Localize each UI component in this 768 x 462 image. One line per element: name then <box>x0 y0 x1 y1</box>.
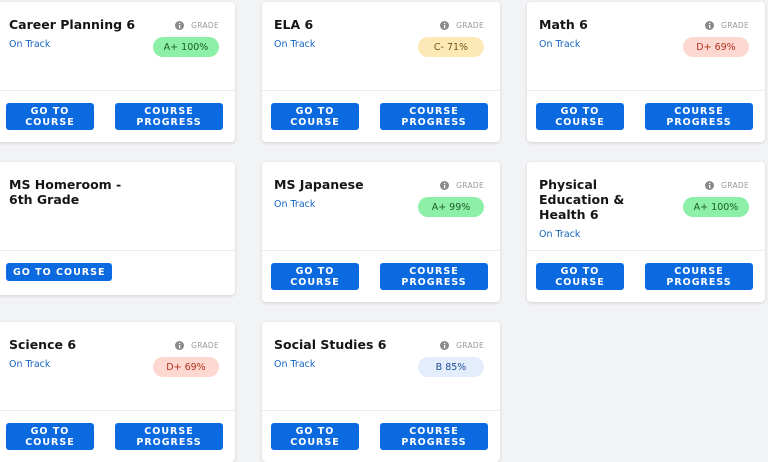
info-icon[interactable] <box>175 21 185 30</box>
course-status: On Track <box>9 359 51 370</box>
grade-heading: GRADE <box>175 21 219 30</box>
go-to-course-button[interactable]: GO TO COURSE <box>6 263 113 281</box>
course-name: Science 6 <box>9 337 77 352</box>
course-progress-button[interactable]: COURSE PROGRESS <box>645 263 753 290</box>
grade-label: GRADE <box>456 21 484 30</box>
card-header: MS Japanese On Track GRADE A+ 99% <box>262 162 500 250</box>
course-progress-button[interactable]: COURSE PROGRESS <box>380 423 488 450</box>
course-card: ELA 6 On Track GRADE C- 71% GO TO COURSE COUR… <box>262 2 500 142</box>
course-card: MS Homeroom - 6th Grade GO TO COURSE <box>0 162 235 295</box>
grade-label: GRADE <box>191 341 219 350</box>
course-title: Physical Education & Health 6 On Track <box>539 177 669 242</box>
grade-heading: GRADE <box>175 341 219 350</box>
grade-heading: GRADE <box>440 181 484 190</box>
course-title: Social Studies 6 On Track <box>274 337 404 372</box>
course-card: Social Studies 6 On Track GRADE B 85% GO TO … <box>262 322 500 462</box>
card-header: Science 6 On Track GRADE D+ 69% <box>0 322 235 410</box>
course-name: Math 6 <box>539 17 588 32</box>
course-progress-button[interactable]: COURSE PROGRESS <box>115 423 223 450</box>
go-to-course-button[interactable]: GO TO COURSE <box>536 103 624 130</box>
grade-pill: B 85% <box>418 357 484 377</box>
go-to-course-button[interactable]: GO TO COURSE <box>536 263 624 290</box>
course-status: On Track <box>9 39 51 50</box>
grade-label: GRADE <box>191 21 219 30</box>
grade-heading: GRADE <box>440 21 484 30</box>
card-actions: GO TO COURSE COURSE PROGRESS <box>527 250 765 302</box>
info-icon[interactable] <box>705 21 715 30</box>
grade-pill: A+ 99% <box>418 197 484 217</box>
course-card: Physical Education & Health 6 On Track GRA… <box>527 162 765 302</box>
course-progress-button[interactable]: COURSE PROGRESS <box>380 103 488 130</box>
card-header: ELA 6 On Track GRADE C- 71% <box>262 2 500 90</box>
course-name: MS Japanese <box>274 177 364 192</box>
course-card: MS Japanese On Track GRADE A+ 99% GO TO COUR… <box>262 162 500 302</box>
course-card: Career Planning 6 On Track GRADE A+ 100% GO … <box>0 2 235 142</box>
go-to-course-button[interactable]: GO TO COURSE <box>271 103 359 130</box>
course-name: Career Planning 6 <box>9 17 136 32</box>
course-progress-button[interactable]: COURSE PROGRESS <box>645 103 753 130</box>
card-actions: GO TO COURSE COURSE PROGRESS <box>262 250 500 302</box>
course-title: Science 6 On Track <box>9 337 139 372</box>
course-status: On Track <box>274 199 316 210</box>
course-card: Math 6 On Track GRADE D+ 69% GO TO COURSE COU… <box>527 2 765 142</box>
grade-pill: A+ 100% <box>683 197 749 217</box>
course-progress-button[interactable]: COURSE PROGRESS <box>115 103 223 130</box>
info-icon[interactable] <box>175 341 185 350</box>
course-name: Social Studies 6 <box>274 337 387 352</box>
course-status: On Track <box>539 229 581 240</box>
grade-label: GRADE <box>721 181 749 190</box>
card-header: Career Planning 6 On Track GRADE A+ 100% <box>0 2 235 90</box>
card-actions: GO TO COURSE <box>0 250 235 293</box>
course-name: Physical Education & Health 6 <box>539 177 625 222</box>
grade-pill: D+ 69% <box>153 357 219 377</box>
card-header: Physical Education & Health 6 On Track GRA… <box>527 162 765 250</box>
card-header: Math 6 On Track GRADE D+ 69% <box>527 2 765 90</box>
course-status: On Track <box>539 39 581 50</box>
grade-heading: GRADE <box>705 21 749 30</box>
card-actions: GO TO COURSE COURSE PROGRESS <box>262 410 500 462</box>
card-header: MS Homeroom - 6th Grade <box>0 162 235 250</box>
course-title: Math 6 On Track <box>539 17 669 52</box>
card-actions: GO TO COURSE COURSE PROGRESS <box>527 90 765 142</box>
grade-pill: C- 71% <box>418 37 484 57</box>
grade-label: GRADE <box>456 181 484 190</box>
go-to-course-button[interactable]: GO TO COURSE <box>271 263 359 290</box>
course-status: On Track <box>274 359 316 370</box>
course-name: MS Homeroom - 6th Grade <box>9 177 122 207</box>
info-icon[interactable] <box>705 181 715 190</box>
course-title: MS Homeroom - 6th Grade <box>9 177 139 207</box>
course-title: ELA 6 On Track <box>274 17 404 52</box>
card-actions: GO TO COURSE COURSE PROGRESS <box>0 90 235 142</box>
card-actions: GO TO COURSE COURSE PROGRESS <box>262 90 500 142</box>
go-to-course-button[interactable]: GO TO COURSE <box>6 423 94 450</box>
grade-label: GRADE <box>721 21 749 30</box>
go-to-course-button[interactable]: GO TO COURSE <box>6 103 94 130</box>
info-icon[interactable] <box>440 21 450 30</box>
course-status: On Track <box>274 39 316 50</box>
course-card: Science 6 On Track GRADE D+ 69% GO TO COURSE… <box>0 322 235 462</box>
grade-heading: GRADE <box>440 341 484 350</box>
course-title: MS Japanese On Track <box>274 177 404 212</box>
grade-pill: A+ 100% <box>153 37 219 57</box>
course-progress-button[interactable]: COURSE PROGRESS <box>380 263 488 290</box>
course-title: Career Planning 6 On Track <box>9 17 139 52</box>
grade-pill: D+ 69% <box>683 37 749 57</box>
go-to-course-button[interactable]: GO TO COURSE <box>271 423 359 450</box>
grade-label: GRADE <box>456 341 484 350</box>
card-header: Social Studies 6 On Track GRADE B 85% <box>262 322 500 410</box>
info-icon[interactable] <box>440 341 450 350</box>
info-icon[interactable] <box>440 181 450 190</box>
grade-heading: GRADE <box>705 181 749 190</box>
card-actions: GO TO COURSE COURSE PROGRESS <box>0 410 235 462</box>
course-name: ELA 6 <box>274 17 314 32</box>
